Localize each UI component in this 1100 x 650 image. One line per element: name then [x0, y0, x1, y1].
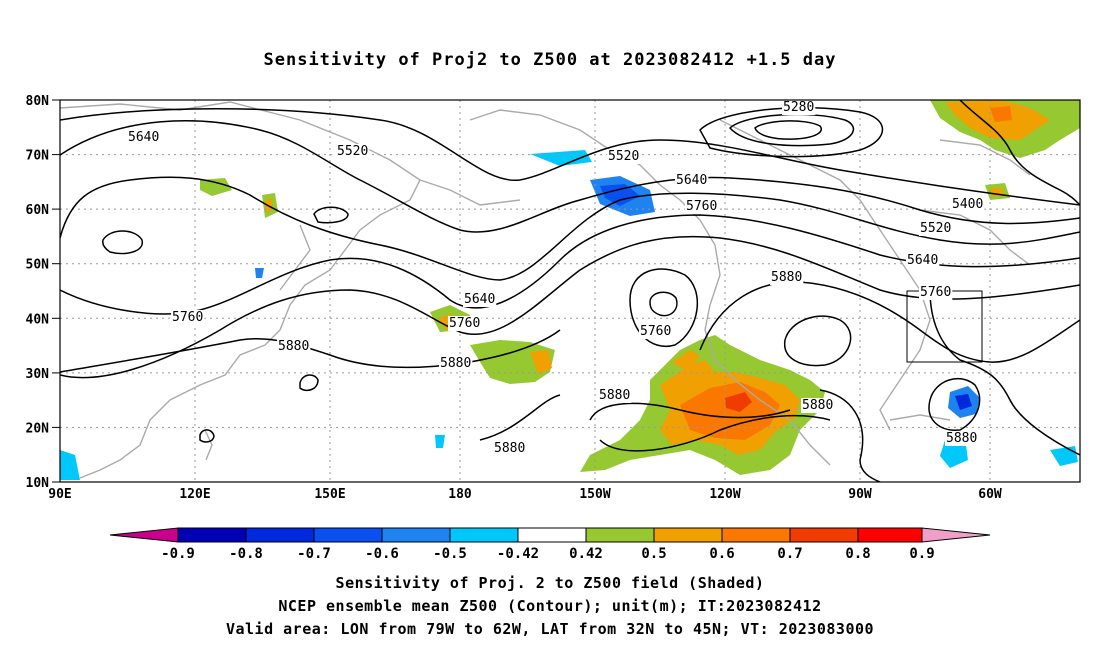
contour-label-bg: [448, 316, 482, 331]
contour-label: 5640: [128, 130, 159, 145]
colorbar-label: -0.6: [365, 546, 399, 562]
contour-label-bg: [598, 388, 632, 403]
colorbar-label: 0.42: [569, 546, 603, 562]
contour-label: 5760: [686, 199, 717, 214]
lat-label: 30N: [26, 367, 50, 382]
grid-lines: [60, 100, 1080, 482]
contour-label: 5520: [608, 149, 639, 164]
contour-label: 5880: [771, 270, 802, 285]
lat-label: 50N: [26, 258, 50, 273]
colorbar-swatch: [789, 527, 859, 543]
lon-label: 150W: [579, 487, 610, 502]
footer-line-contour: NCEP ensemble mean Z500 (Contour); unit(…: [278, 597, 822, 615]
colorbar-swatch: [313, 527, 383, 543]
contour-label: 5760: [920, 285, 951, 300]
colorbar-label: -0.7: [297, 546, 331, 562]
contour-label: 5880: [802, 398, 833, 413]
colorbar-label: 0.6: [709, 546, 734, 562]
contour-label: 5280: [783, 100, 814, 115]
colorbar-arrow-left: [109, 527, 179, 543]
contour-label-bg: [171, 310, 205, 325]
contour-label-bg: [675, 173, 709, 188]
contour-label-bg: [439, 356, 473, 371]
footer-line-shading: Sensitivity of Proj. 2 to Z500 field (Sh…: [335, 574, 765, 592]
contour-label: 5400: [952, 197, 983, 212]
lat-label: 40N: [26, 312, 50, 327]
contour-label: 5880: [440, 356, 471, 371]
contour-label-bg: [463, 292, 497, 307]
lon-label: 150E: [314, 487, 345, 502]
colorbar-arrow-right: [921, 527, 991, 543]
footer-line-valid-area: Valid area: LON from 79W to 62W, LAT fro…: [225, 620, 875, 638]
contour-label-bg: [127, 130, 161, 145]
contour-label-bg: [277, 339, 311, 354]
contour-label: 5640: [676, 173, 707, 188]
contour-label: 5640: [907, 253, 938, 268]
contour-label-bg: [639, 324, 673, 339]
tick-marks: [52, 99, 60, 483]
lat-label: 80N: [26, 94, 50, 109]
colorbar-label: -0.5: [433, 546, 467, 562]
contour-label-bg: [906, 253, 940, 268]
colorbar-swatch: [585, 527, 655, 543]
contour-label: 5880: [278, 339, 309, 354]
contour-label-bg: [607, 149, 641, 164]
colorbar-label: 0.7: [777, 546, 802, 562]
contour-label-bg: [919, 221, 953, 236]
lat-label: 20N: [26, 421, 50, 436]
contour-label: 5760: [172, 310, 203, 325]
contour-labels: 5640 5520 5280 5520 5640 5760 5400 5520 …: [127, 100, 985, 456]
lon-label: 180: [448, 487, 472, 502]
lat-label: 10N: [26, 476, 50, 491]
colorbar-swatch: [857, 527, 923, 543]
colorbar-label: 0.5: [641, 546, 666, 562]
lon-label: 90E: [48, 487, 71, 502]
colorbar-swatch: [381, 527, 451, 543]
latitude-labels: 80N 70N 60N 50N 40N 30N 20N 10N: [26, 94, 50, 491]
colorbar-swatch: [245, 527, 315, 543]
lat-label: 70N: [26, 149, 50, 164]
contour-label: 5640: [464, 292, 495, 307]
contour-label-bg: [945, 431, 979, 446]
contour-label: 5880: [494, 441, 525, 456]
contour-label: 5520: [337, 144, 368, 159]
colorbar-label: -0.42: [497, 546, 539, 562]
colorbar-label: 0.8: [845, 546, 870, 562]
contour-label-bg: [493, 441, 527, 456]
longitude-labels: 90E 120E 150E 180 150W 120W 90W 60W: [48, 487, 1002, 502]
colorbar-label: 0.9: [909, 546, 934, 562]
colorbar-swatch: [449, 527, 519, 543]
lon-label: 60W: [978, 487, 1002, 502]
lat-label: 60N: [26, 203, 50, 218]
contour-label: 5760: [449, 316, 480, 331]
contour-label-bg: [770, 270, 804, 285]
contour-label-bg: [919, 285, 953, 300]
colorbar-swatch: [517, 527, 587, 543]
z500-contours: [60, 100, 1080, 482]
colorbar-swatch: [177, 527, 247, 543]
contour-label: 5880: [599, 388, 630, 403]
contour-label-bg: [951, 197, 985, 212]
lon-label: 120E: [179, 487, 210, 502]
contour-label-bg: [801, 398, 835, 413]
contour-label-bg: [782, 100, 816, 115]
colorbar-label: -0.9: [161, 546, 195, 562]
plot-frame: [59, 99, 1081, 483]
contour-label: 5520: [920, 221, 951, 236]
map-title: Sensitivity of Proj2 to Z500 at 20230824…: [263, 50, 837, 70]
contour-label: 5760: [640, 324, 671, 339]
contour-label-bg: [336, 144, 370, 159]
lon-label: 90W: [848, 487, 872, 502]
contour-label: 5880: [946, 431, 977, 446]
lon-label: 120W: [709, 487, 740, 502]
colorbar: -0.9 -0.8 -0.7 -0.6 -0.5 -0.42 0.42 0.5 …: [109, 527, 991, 562]
colorbar-swatch: [721, 527, 791, 543]
contour-label-bg: [685, 199, 719, 214]
colorbar-swatch: [653, 527, 723, 543]
colorbar-label: -0.8: [229, 546, 263, 562]
